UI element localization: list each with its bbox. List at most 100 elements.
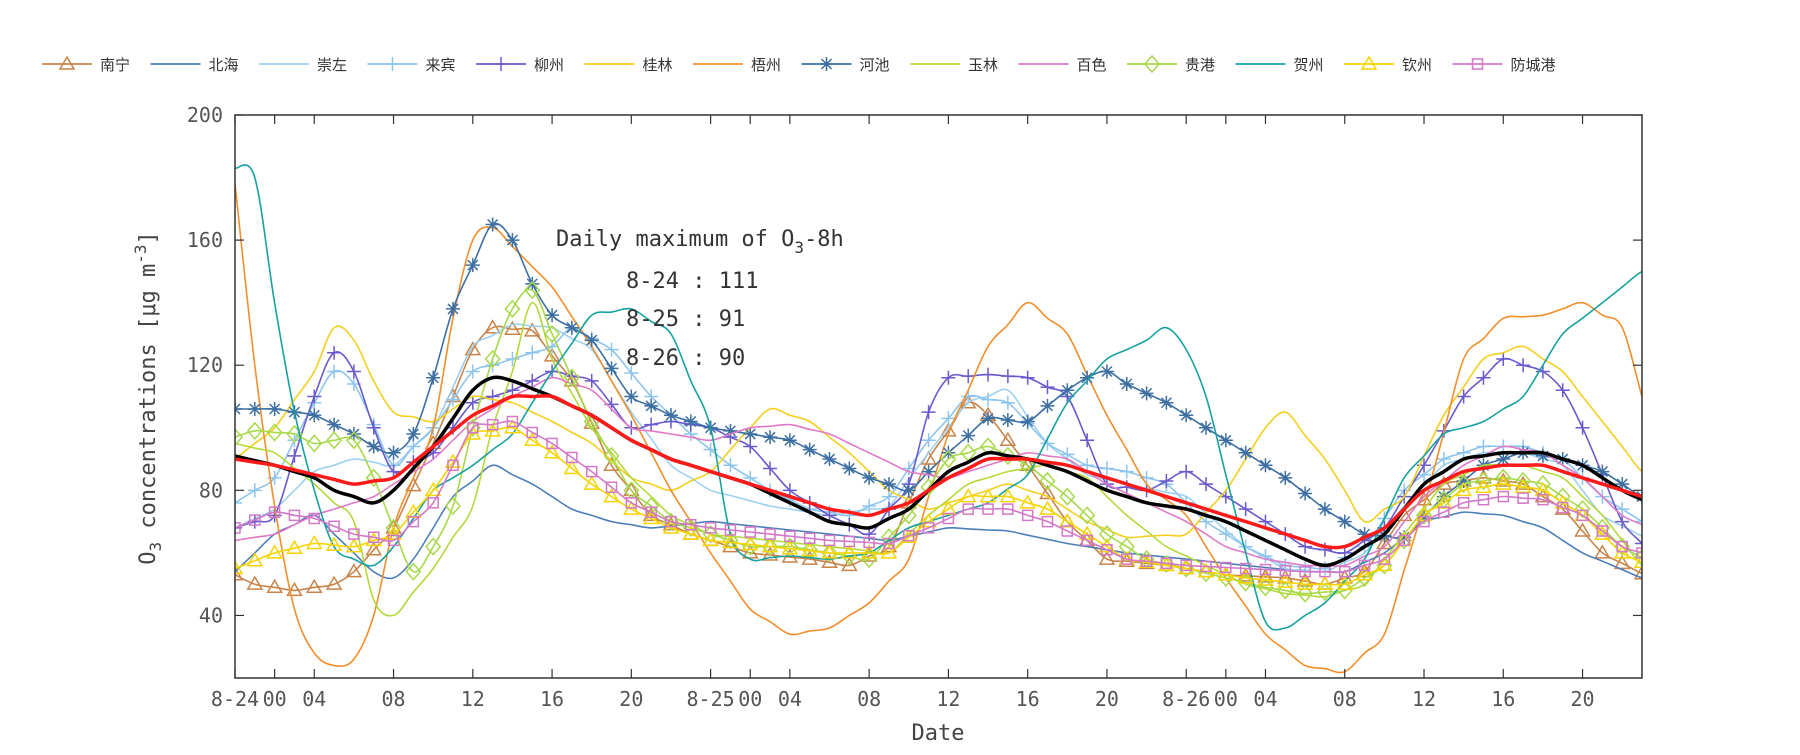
data-point-marker bbox=[603, 446, 620, 466]
legend-item: 防城港 bbox=[1452, 56, 1556, 74]
data-point-marker bbox=[1515, 471, 1532, 491]
data-point-marker bbox=[880, 538, 898, 553]
series-line bbox=[235, 394, 1642, 550]
data-point-marker bbox=[566, 451, 578, 464]
data-point-marker bbox=[623, 481, 640, 497]
series-line bbox=[235, 464, 1642, 580]
x-tick-label: 16 bbox=[540, 687, 564, 711]
data-point-marker bbox=[266, 544, 283, 559]
data-point-marker bbox=[1576, 509, 1589, 522]
legend-label: 百色 bbox=[1077, 56, 1107, 74]
data-point-marker bbox=[1636, 547, 1642, 559]
data-point-marker bbox=[1098, 550, 1116, 565]
annotation-box: Daily maximum of O3-8h 8-24 : 111 8-25 :… bbox=[556, 227, 844, 371]
legend-marker bbox=[385, 57, 400, 71]
series-line bbox=[235, 326, 1642, 570]
data-point-marker bbox=[663, 408, 678, 423]
data-point-marker bbox=[723, 423, 738, 438]
data-point-marker bbox=[645, 506, 657, 518]
data-point-marker bbox=[920, 513, 937, 528]
data-point-marker bbox=[1217, 566, 1235, 581]
data-point-marker bbox=[605, 481, 618, 493]
legend-item: 贵港 bbox=[1127, 54, 1215, 74]
data-point-marker bbox=[1556, 501, 1569, 514]
data-point-marker bbox=[862, 470, 877, 485]
data-point-marker bbox=[465, 364, 480, 379]
data-point-marker bbox=[345, 431, 362, 450]
data-point-marker bbox=[424, 481, 442, 497]
data-point-marker bbox=[286, 581, 303, 597]
data-point-marker bbox=[883, 537, 895, 550]
data-point-marker bbox=[235, 495, 242, 510]
data-point-marker bbox=[506, 415, 519, 428]
x-tick-label: 04 bbox=[302, 687, 326, 711]
data-point-marker bbox=[782, 433, 797, 448]
y-tick-label: 200 bbox=[187, 103, 223, 127]
data-point-marker bbox=[821, 543, 838, 563]
x-tick-label: 20 bbox=[619, 687, 643, 711]
data-point-marker bbox=[1021, 509, 1034, 522]
data-point-marker bbox=[1356, 566, 1373, 581]
data-point-marker bbox=[1121, 553, 1133, 565]
y-tick-label: 120 bbox=[187, 353, 223, 377]
y-tick-label: 80 bbox=[199, 478, 223, 502]
legend-marker bbox=[1360, 55, 1378, 70]
data-point-marker bbox=[1119, 464, 1134, 479]
data-point-marker bbox=[584, 373, 599, 388]
data-point-marker bbox=[1239, 562, 1252, 575]
data-point-marker bbox=[505, 233, 520, 248]
data-point-marker bbox=[525, 345, 540, 360]
data-point-marker bbox=[1000, 412, 1015, 427]
annotation-line-3: 8-26 : 90 bbox=[626, 346, 745, 371]
data-point-marker bbox=[1039, 484, 1056, 500]
data-point-marker bbox=[1199, 477, 1214, 492]
legend: 南宁 北海 崇左 来宾 柳州 桂林 梧州 河池 玉林 百色 贵港 贺州 钦州 防城港 bbox=[42, 54, 1556, 74]
legend-label: 来宾 bbox=[426, 56, 456, 74]
data-point-marker bbox=[1418, 515, 1430, 528]
x-tick-label: 00 bbox=[738, 687, 762, 711]
data-point-marker bbox=[1575, 420, 1590, 435]
data-point-marker bbox=[764, 528, 776, 540]
data-point-marker bbox=[326, 431, 343, 450]
legend-item: 百色 bbox=[1018, 56, 1107, 74]
data-point-marker bbox=[1061, 525, 1074, 537]
data-point-marker bbox=[249, 514, 261, 526]
data-point-marker bbox=[880, 544, 898, 559]
data-point-marker bbox=[1040, 380, 1055, 395]
data-point-marker bbox=[1218, 527, 1233, 542]
data-point-marker bbox=[366, 439, 381, 454]
data-point-marker bbox=[903, 529, 915, 542]
data-point-marker bbox=[1415, 506, 1433, 522]
data-point-marker bbox=[1635, 514, 1642, 529]
legend-item: 贺州 bbox=[1235, 56, 1324, 74]
data-point-marker bbox=[682, 525, 700, 540]
legend-label: 贵港 bbox=[1185, 56, 1215, 74]
data-point-marker bbox=[523, 431, 541, 447]
legend-item: 玉林 bbox=[910, 56, 998, 74]
data-point-marker bbox=[1002, 503, 1014, 515]
data-point-marker bbox=[325, 575, 343, 590]
data-point-marker bbox=[365, 468, 382, 487]
legend-label: 崇左 bbox=[317, 56, 347, 74]
data-point-marker bbox=[407, 515, 420, 528]
data-point-marker bbox=[526, 426, 539, 439]
data-point-marker bbox=[386, 445, 401, 460]
data-point-marker bbox=[1139, 386, 1154, 401]
data-point-marker bbox=[900, 528, 918, 543]
data-point-marker bbox=[1000, 369, 1015, 384]
x-tick-label: 12 bbox=[1412, 687, 1436, 711]
data-point-marker bbox=[999, 488, 1017, 503]
annotation-line-1: 8-24 : 111 bbox=[626, 269, 758, 294]
data-point-marker bbox=[1456, 389, 1471, 404]
data-point-marker bbox=[1633, 553, 1642, 569]
data-point-marker bbox=[1476, 439, 1491, 454]
data-point-marker bbox=[1080, 433, 1095, 448]
data-point-marker bbox=[583, 475, 601, 490]
data-point-marker bbox=[387, 534, 400, 547]
data-point-marker bbox=[406, 439, 421, 454]
data-point-marker bbox=[445, 301, 460, 316]
data-point-marker bbox=[467, 422, 479, 434]
x-tick-label: 8-25 bbox=[687, 687, 735, 711]
data-point-marker bbox=[1237, 569, 1254, 584]
data-point-marker bbox=[881, 477, 896, 492]
